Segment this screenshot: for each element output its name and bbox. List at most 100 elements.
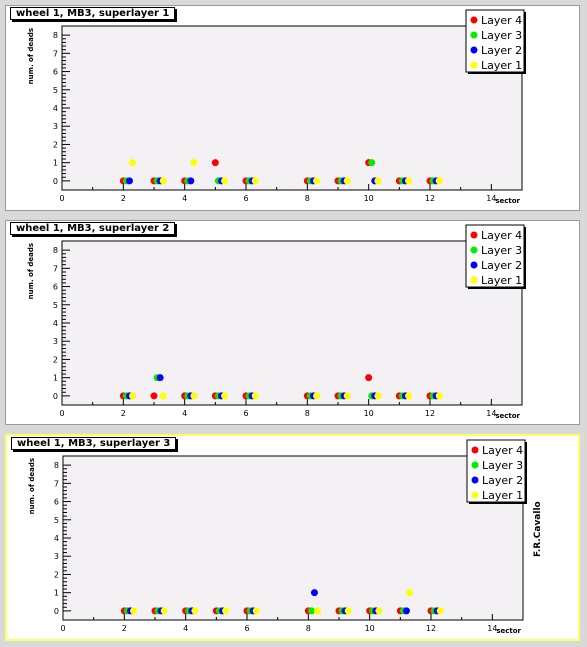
x-tick-label: 4	[182, 194, 187, 203]
x-tick-label: 4	[183, 624, 188, 633]
data-point	[365, 374, 373, 382]
plot-frame	[61, 240, 523, 406]
data-point	[310, 589, 318, 597]
data-point	[344, 607, 352, 615]
plot-title: wheel 1, MB3, superlayer 3	[11, 437, 177, 450]
data-point	[221, 177, 229, 185]
x-axis-title: sector	[496, 627, 521, 635]
legend-label: Layer 1	[482, 489, 523, 502]
y-tick-label: 7	[53, 49, 58, 58]
x-tick-label: 8	[305, 194, 310, 203]
legend-label: Layer 4	[482, 444, 523, 457]
data-point	[343, 392, 351, 400]
y-tick-label: 4	[54, 534, 59, 543]
data-point	[160, 607, 168, 615]
legend-marker	[470, 246, 478, 254]
author-signature: F.R.Cavallo	[533, 501, 543, 557]
x-tick-label: 8	[305, 409, 310, 418]
data-point	[190, 392, 198, 400]
y-tick-label: 4	[53, 319, 58, 328]
x-tick-label: 0	[59, 409, 64, 418]
data-point	[405, 177, 413, 185]
y-tick-label: 1	[53, 159, 58, 168]
data-point	[435, 392, 443, 400]
x-tick-label: 4	[182, 409, 187, 418]
legend-marker	[471, 446, 479, 454]
plot-pad-superlayer-3[interactable]: 0 1 2 3 4 5 6 7 8 0 2 4 6 8 10 12 14 sector num. of deads L…	[5, 434, 580, 641]
legend-marker	[470, 61, 478, 69]
y-axis-title: num. of deads	[27, 243, 35, 299]
plot-title: wheel 1, MB3, superlayer 1	[10, 7, 176, 20]
data-point	[221, 392, 229, 400]
data-point	[251, 177, 259, 185]
legend-marker	[471, 491, 479, 499]
x-axis-title: sector	[495, 197, 520, 205]
data-point	[187, 177, 195, 185]
data-point	[343, 177, 351, 185]
y-tick-label: 8	[53, 246, 58, 255]
y-tick-label: 2	[53, 355, 58, 364]
y-axis-title: num. of deads	[27, 28, 35, 84]
legend-marker	[470, 16, 478, 24]
plot-title: wheel 1, MB3, superlayer 2	[10, 222, 176, 235]
x-tick-label: 0	[59, 194, 64, 203]
plot-pad-superlayer-2[interactable]: 0 1 2 3 4 5 6 7 8 0 2 4 6 8 10 12 14 sector num. of deads L…	[5, 220, 580, 425]
x-tick-label: 6	[244, 624, 249, 633]
data-point	[150, 392, 158, 400]
data-point	[252, 607, 260, 615]
data-point	[159, 177, 167, 185]
y-tick-label: 8	[53, 31, 58, 40]
y-axis-title: num. of deads	[28, 458, 36, 514]
legend-label: Layer 3	[482, 459, 523, 472]
legend-marker	[471, 476, 479, 484]
y-tick-label: 5	[53, 301, 58, 310]
legend-marker	[470, 31, 478, 39]
y-tick-label: 4	[53, 104, 58, 113]
y-tick-label: 6	[53, 283, 58, 292]
y-tick-label: 0	[53, 177, 58, 186]
data-point	[159, 392, 167, 400]
y-tick-label: 7	[54, 479, 59, 488]
legend-marker	[470, 276, 478, 284]
x-tick-label: 14	[486, 194, 496, 203]
x-tick-label: 12	[425, 194, 435, 203]
data-point	[406, 589, 414, 597]
x-tick-label: 14	[486, 409, 496, 418]
y-tick-label: 3	[53, 122, 58, 131]
data-point	[368, 159, 376, 167]
y-tick-label: 5	[54, 516, 59, 525]
data-point	[190, 159, 198, 167]
data-point	[405, 392, 413, 400]
x-axis-title: sector	[495, 412, 520, 420]
legend-marker	[470, 261, 478, 269]
plot-frame	[62, 455, 524, 621]
x-tick-label: 2	[121, 194, 126, 203]
x-tick-label: 6	[243, 409, 248, 418]
data-point	[129, 392, 137, 400]
x-tick-label: 10	[364, 409, 374, 418]
legend-box	[466, 439, 526, 503]
legend-label: Layer 4	[481, 229, 522, 242]
x-tick-label: 12	[426, 624, 436, 633]
y-tick-label: 3	[53, 337, 58, 346]
y-tick-label: 0	[54, 607, 59, 616]
x-tick-label: 12	[425, 409, 435, 418]
plot-pad-superlayer-1[interactable]: 0 1 2 3 4 5 6 7 8 0 2 4 6 8 10 12 14 sector num. of deads L…	[5, 5, 580, 211]
data-point	[191, 607, 199, 615]
data-point	[313, 177, 321, 185]
data-point	[435, 177, 443, 185]
x-tick-label: 6	[243, 194, 248, 203]
data-point	[130, 607, 138, 615]
data-point	[307, 607, 315, 615]
data-point	[125, 177, 133, 185]
x-tick-label: 0	[60, 624, 65, 633]
legend-label: Layer 2	[481, 44, 522, 57]
y-tick-label: 3	[54, 552, 59, 561]
x-tick-label: 2	[121, 409, 126, 418]
data-point	[374, 177, 382, 185]
x-tick-label: 8	[306, 624, 311, 633]
legend-label: Layer 4	[481, 14, 522, 27]
